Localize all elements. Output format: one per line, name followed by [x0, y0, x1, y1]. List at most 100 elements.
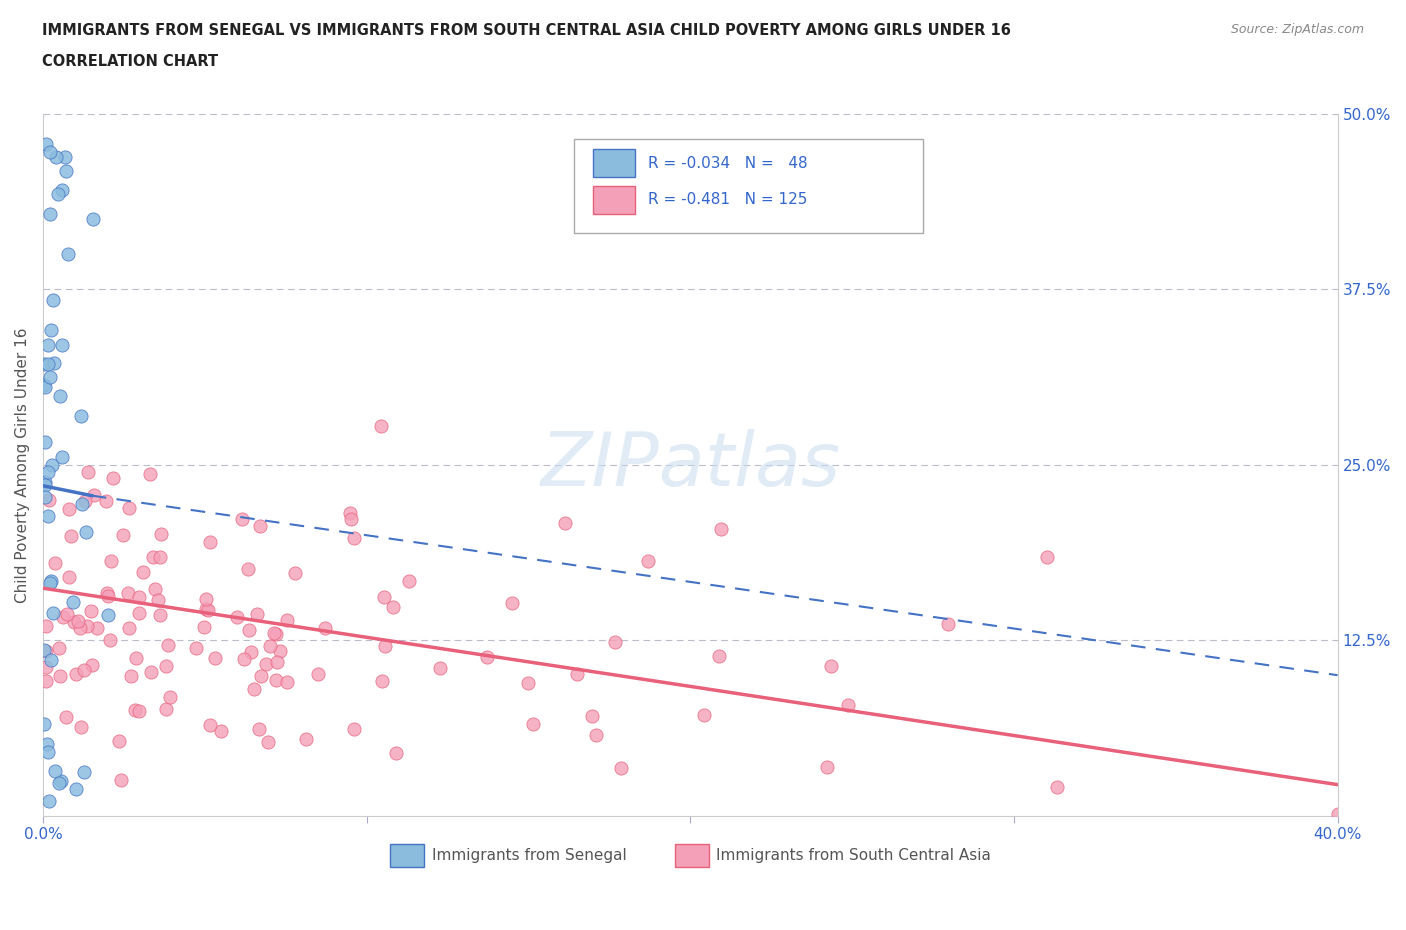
- Point: [554, 516, 576, 531]
- Point: [82, 658, 104, 672]
- Point: [76, 618, 98, 633]
- Point: [96, 585, 118, 600]
- Point: [37, 465, 59, 480]
- Point: [159, 689, 181, 704]
- Point: [39, 322, 62, 337]
- Point: [37, 737, 59, 751]
- Point: [266, 672, 288, 687]
- Point: [34, 477, 56, 492]
- Point: [263, 626, 285, 641]
- Point: [51, 183, 73, 198]
- Point: [238, 623, 260, 638]
- Point: [58, 569, 80, 584]
- Point: [264, 627, 287, 642]
- Point: [98, 632, 121, 647]
- Point: [609, 761, 631, 776]
- Point: [603, 634, 626, 649]
- Point: [34, 434, 56, 449]
- Point: [128, 590, 150, 604]
- Point: [101, 471, 124, 485]
- Point: [75, 493, 97, 508]
- Point: [820, 658, 842, 673]
- Point: [34, 379, 56, 394]
- Point: [276, 674, 298, 689]
- Point: [200, 535, 222, 550]
- Point: [371, 673, 394, 688]
- Point: [1036, 550, 1059, 565]
- Point: [254, 657, 277, 671]
- Point: [35, 673, 58, 688]
- Point: [39, 145, 62, 160]
- Text: R = -0.481   N = 125: R = -0.481 N = 125: [648, 193, 807, 207]
- Point: [38, 493, 60, 508]
- FancyBboxPatch shape: [574, 139, 924, 233]
- Point: [118, 500, 141, 515]
- Point: [837, 698, 859, 712]
- Point: [581, 709, 603, 724]
- Point: [100, 553, 122, 568]
- Point: [80, 604, 103, 618]
- FancyBboxPatch shape: [389, 844, 423, 868]
- Point: [39, 369, 62, 384]
- Point: [225, 610, 247, 625]
- Point: [204, 651, 226, 666]
- Point: [44, 764, 66, 778]
- Point: [52, 610, 75, 625]
- Point: [247, 722, 270, 737]
- Point: [32, 716, 55, 731]
- Point: [37, 338, 59, 352]
- Point: [155, 658, 177, 673]
- Point: [65, 667, 87, 682]
- Point: [128, 703, 150, 718]
- Point: [48, 669, 70, 684]
- Point: [139, 665, 162, 680]
- Point: [77, 465, 100, 480]
- Point: [37, 357, 59, 372]
- Point: [124, 702, 146, 717]
- Point: [73, 765, 96, 780]
- Point: [45, 150, 67, 165]
- Point: [56, 247, 79, 262]
- Point: [398, 573, 420, 588]
- Point: [131, 565, 153, 579]
- Point: [239, 644, 262, 659]
- Point: [41, 653, 63, 668]
- Point: [373, 590, 395, 604]
- Point: [710, 522, 733, 537]
- Point: [35, 618, 58, 633]
- Point: [38, 793, 60, 808]
- Point: [62, 594, 84, 609]
- Point: [314, 620, 336, 635]
- Point: [155, 701, 177, 716]
- Point: [110, 773, 132, 788]
- Point: [49, 389, 72, 404]
- Point: [38, 576, 60, 591]
- Point: [128, 605, 150, 620]
- Point: [343, 721, 366, 736]
- Point: [197, 603, 219, 618]
- Point: [343, 530, 366, 545]
- Point: [198, 718, 221, 733]
- Point: [124, 650, 146, 665]
- Text: Immigrants from Senegal: Immigrants from Senegal: [432, 848, 626, 863]
- Point: [276, 612, 298, 627]
- Text: Source: ZipAtlas.com: Source: ZipAtlas.com: [1230, 23, 1364, 36]
- Point: [149, 527, 172, 542]
- Point: [284, 565, 307, 580]
- Point: [1046, 780, 1069, 795]
- Point: [32, 378, 55, 392]
- Point: [97, 607, 120, 622]
- Point: [186, 640, 208, 655]
- Point: [238, 562, 260, 577]
- Point: [53, 150, 76, 165]
- Point: [339, 505, 361, 520]
- Point: [195, 591, 218, 606]
- Point: [382, 599, 405, 614]
- FancyBboxPatch shape: [593, 149, 634, 177]
- Point: [112, 527, 135, 542]
- Point: [46, 186, 69, 201]
- Point: [70, 496, 93, 511]
- Text: IMMIGRANTS FROM SENEGAL VS IMMIGRANTS FROM SOUTH CENTRAL ASIA CHILD POVERTY AMON: IMMIGRANTS FROM SENEGAL VS IMMIGRANTS FR…: [42, 23, 1011, 38]
- Text: ZIPatlas: ZIPatlas: [540, 429, 841, 500]
- Point: [117, 586, 139, 601]
